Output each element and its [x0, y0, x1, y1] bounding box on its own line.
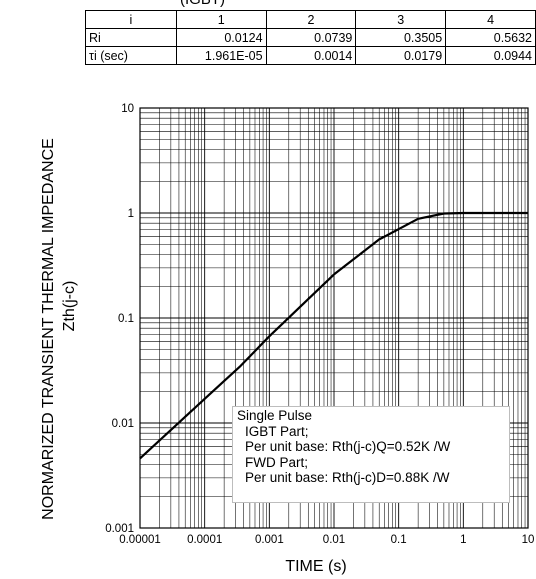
- y-tick-label: 10: [121, 103, 134, 115]
- plot-frame: [139, 107, 529, 529]
- table-cell: 0.0944: [445, 46, 536, 65]
- y-tick-label: 0.1: [118, 313, 134, 325]
- table-cell: 0.0739: [265, 28, 357, 47]
- series: [139, 211, 528, 460]
- x-tick-label: 0.1: [391, 534, 407, 546]
- tick-labels: 0.00001 0.0001 0.001 0.01 0.1 1 10 0.001 0.01 0.1…: [105, 103, 534, 546]
- table-cell: 0.0014: [265, 46, 357, 65]
- x-axis-label: TIME (s): [285, 558, 347, 575]
- x-tick-label: 0.0001: [187, 534, 222, 546]
- x-tick-label: 0.01: [323, 534, 345, 546]
- table-row: τi (sec) 1.961E-05 0.0014 0.0179 0.0944: [85, 46, 536, 65]
- y-axis-label-symbol: Zth(j-c): [61, 280, 78, 332]
- annotation-line: Per unit base: Rth(j-c)Q=0.52K /W: [245, 439, 451, 454]
- thermal-resistance-table: i 1 2 3 4 Ri 0.0124 0.0739 0.3505 0.5632…: [85, 10, 536, 65]
- y-axis-label: NORMARIZED TRANSIENT THERMAL IMPEDANCE: [40, 138, 57, 520]
- y-tick-label: 0.001: [105, 523, 134, 535]
- annotation-line: Per unit base: Rth(j-c)D=0.88K /W: [245, 470, 450, 485]
- table-cell: 1.961E-05: [175, 46, 267, 65]
- annotation-line: Single Pulse: [237, 408, 313, 423]
- x-tick-label: 10: [522, 534, 535, 546]
- x-tick-label: 0.001: [255, 534, 284, 546]
- annotation-line: FWD Part;: [245, 454, 308, 470]
- table-cell: 0.5632: [445, 28, 536, 47]
- series-line: [139, 211, 528, 460]
- row-label: τi (sec): [85, 46, 177, 65]
- page-title: (IGBT): [180, 0, 225, 8]
- annotation-line: IGBT Part;: [245, 423, 309, 439]
- table-cell: 0.0179: [355, 46, 447, 65]
- y-tick-label: 0.01: [112, 418, 134, 430]
- annotation-box: Single Pulse IGBT Part; Per unit base: R…: [232, 406, 510, 503]
- y-tick-label: 1: [128, 208, 134, 220]
- x-tick-label: 0.00001: [119, 534, 161, 546]
- x-tick-label: 1: [460, 534, 466, 546]
